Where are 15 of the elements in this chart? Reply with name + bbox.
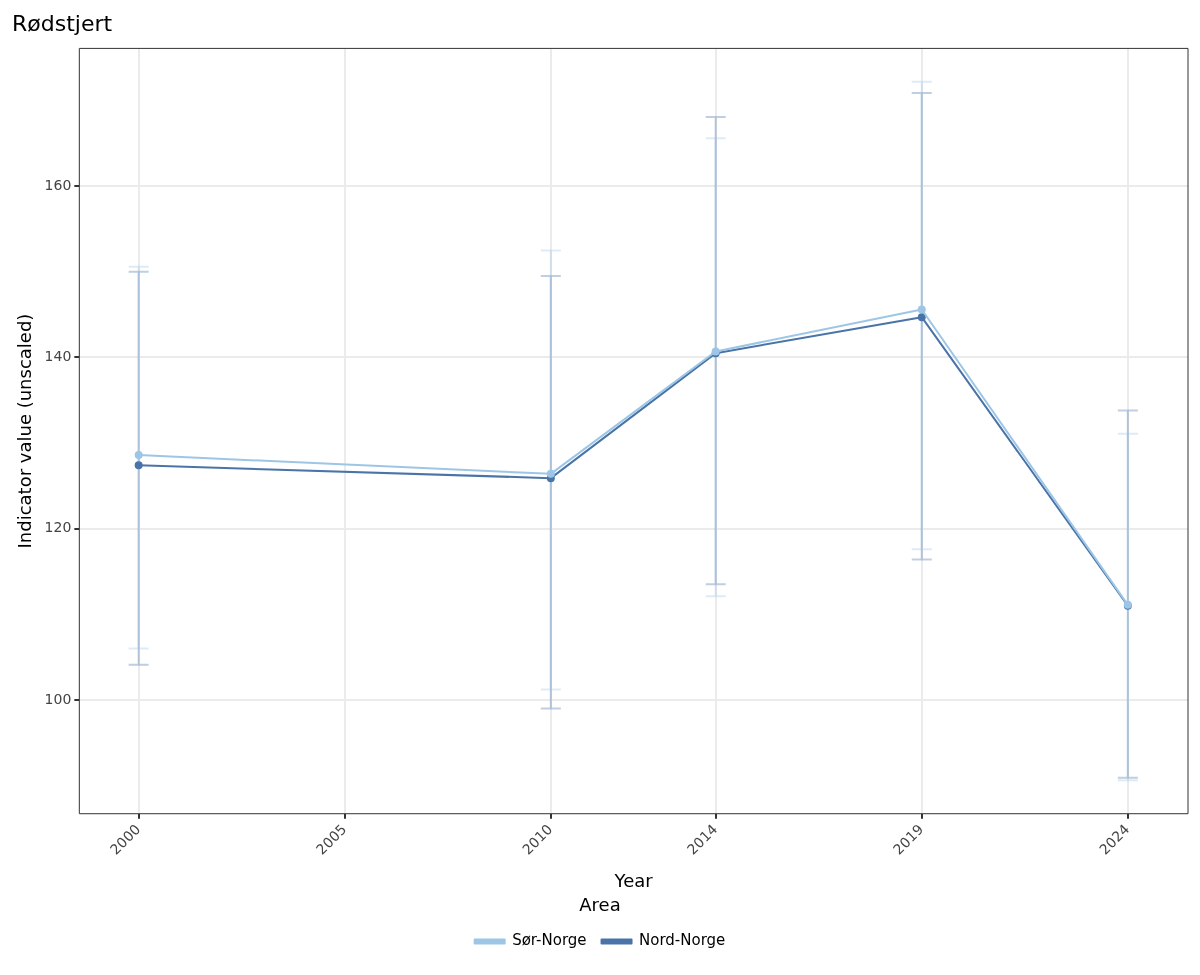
point [134, 451, 143, 460]
point [546, 469, 555, 478]
legend-title: Area [579, 894, 621, 916]
y-axis-title: Indicator value (unscaled) [14, 313, 36, 549]
y-tick-label: 100 [44, 690, 72, 707]
point [917, 313, 926, 322]
y-tick-label: 160 [44, 176, 72, 193]
chart-title: Rødstjert [12, 10, 113, 36]
y-tick-label: 120 [44, 519, 72, 536]
legend-label: Sør-Norge [512, 931, 587, 950]
x-axis-title: Year [613, 870, 654, 892]
legend-label: Nord-Norge [639, 931, 726, 950]
point [134, 461, 143, 470]
point [917, 305, 926, 314]
y-tick-label: 140 [44, 348, 72, 365]
